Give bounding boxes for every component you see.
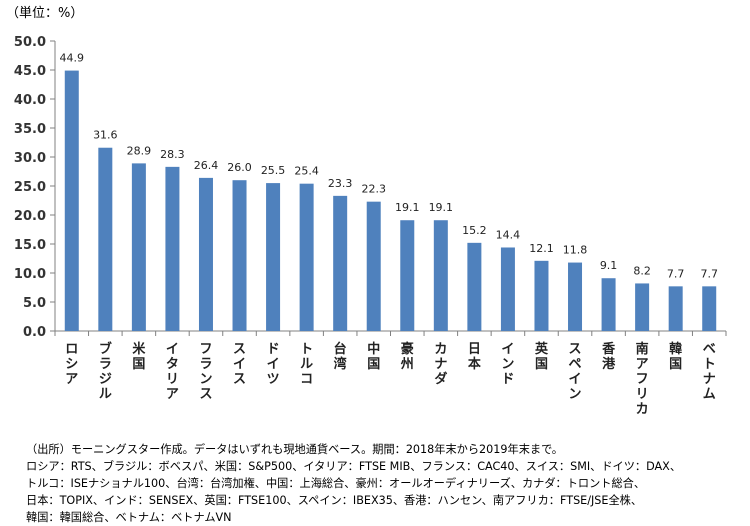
y-tick-label: 35.0	[14, 122, 46, 137]
data-label: 19.1	[429, 201, 454, 214]
category-label: ロシア	[65, 342, 78, 387]
category-label: 香港	[601, 341, 616, 372]
bar	[568, 262, 583, 331]
unit-label: （単位：%）	[6, 6, 84, 21]
bar	[299, 183, 314, 331]
bar	[98, 147, 113, 331]
bar-chart: 0.0 5.0 10.0 15.0 20.0 25.0 30.0 35.0 40.0 45.0 50…	[14, 35, 727, 417]
category-label: 英国	[534, 341, 549, 372]
bar	[198, 177, 213, 331]
category-label: フランス	[199, 342, 212, 402]
data-label: 22.3	[361, 183, 386, 196]
bar	[400, 220, 415, 331]
bar	[702, 286, 717, 331]
note-line: 日本：TOPIX、インド：SENSEX、英国：FTSE100、スペイン：IBEX…	[26, 494, 643, 507]
category-label: トルコ	[300, 342, 313, 387]
source-notes: （出所）モーニングスター作成。データはいずれも現地通貨ベース。期間：2018年末…	[26, 441, 681, 526]
data-label: 28.9	[127, 144, 152, 157]
y-tick-label: 15.0	[14, 238, 46, 253]
note-line: （出所）モーニングスター作成。データはいずれも現地通貨ベース。期間：2018年末…	[26, 443, 563, 456]
data-label: 25.5	[261, 164, 286, 177]
category-label: 台湾	[334, 341, 347, 372]
bar	[601, 278, 616, 331]
y-tick-label: 0.0	[23, 325, 46, 340]
bar	[467, 242, 482, 331]
bar	[534, 260, 549, 331]
y-tick-label: 5.0	[23, 296, 46, 311]
bar	[64, 70, 79, 331]
bar	[366, 201, 381, 331]
category-label: インド	[501, 342, 514, 387]
category-label: スイス	[233, 342, 246, 387]
data-label: 44.9	[60, 52, 85, 65]
y-tick-label: 30.0	[14, 151, 46, 166]
bars	[64, 70, 717, 331]
data-label: 23.3	[328, 177, 353, 190]
y-axis: 0.0 5.0 10.0 15.0 20.0 25.0 30.0 35.0 40.0 45.0 50…	[14, 35, 727, 340]
category-label: イタリア	[166, 342, 179, 402]
category-label: 南アフリカ	[636, 341, 649, 417]
data-label: 26.4	[194, 159, 219, 172]
category-label: 韓国	[669, 341, 682, 372]
data-label: 11.8	[563, 244, 588, 257]
data-label: 15.2	[462, 224, 487, 237]
data-labels: 44.9 31.6 28.9 28.3 26.4 26.0 25.5 25.4 23.3 22.3…	[60, 52, 718, 281]
bar	[165, 166, 180, 331]
category-label: 豪州	[400, 341, 414, 372]
y-tick-label: 45.0	[14, 64, 46, 79]
data-label: 8.2	[633, 264, 651, 277]
data-label: 12.1	[529, 242, 554, 255]
bar	[131, 163, 146, 331]
data-label: 26.0	[227, 161, 252, 174]
data-label: 25.4	[294, 165, 319, 178]
data-label: 19.1	[395, 201, 420, 214]
bar	[333, 195, 348, 331]
y-tick-label: 10.0	[14, 267, 46, 282]
data-label: 9.1	[600, 259, 618, 272]
note-line: トルコ：ISEナショナル100、台湾：台湾加権、中国：上海総合、豪州：オールオー…	[26, 477, 646, 490]
data-label: 7.7	[667, 267, 685, 280]
y-tick-label: 40.0	[14, 93, 46, 108]
y-tick-label: 50.0	[14, 35, 46, 50]
bar	[232, 180, 247, 331]
category-label: ブラジル	[99, 341, 112, 402]
note-line: ロシア：RTS、ブラジル：ボベスパ、米国：S&P500、イタリア：FTSE MI…	[26, 460, 682, 473]
category-label: ベトナム	[703, 342, 716, 402]
category-label: 中国	[367, 341, 380, 372]
bar	[433, 220, 448, 331]
category-label: 日本	[468, 342, 481, 372]
category-label: カナダ	[434, 342, 447, 387]
bar	[668, 286, 683, 331]
bar	[635, 283, 650, 331]
y-tick-label: 20.0	[14, 209, 46, 224]
category-label: スペイン	[569, 342, 582, 402]
bar	[266, 183, 281, 331]
category-label: ドイツ	[267, 342, 280, 387]
note-line: 韓国：韓国総合、ベトナム：ベトナムVN	[26, 511, 232, 524]
category-label: 米国	[132, 341, 146, 372]
bar	[500, 247, 515, 331]
data-label: 31.6	[93, 129, 118, 142]
data-label: 7.7	[700, 267, 718, 280]
data-label: 28.3	[160, 148, 185, 161]
y-tick-label: 25.0	[14, 180, 46, 195]
data-label: 14.4	[496, 228, 521, 241]
